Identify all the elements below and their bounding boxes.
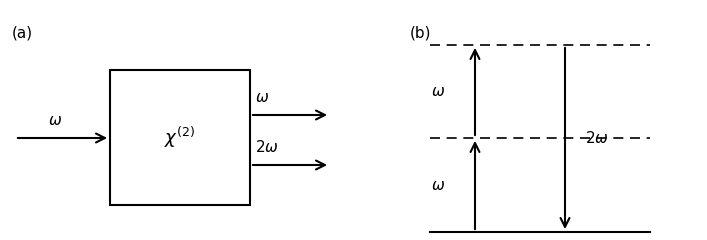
- Text: $2\omega$: $2\omega$: [585, 130, 609, 146]
- Text: $\chi^{(2)}$: $\chi^{(2)}$: [165, 125, 196, 150]
- Text: (b): (b): [410, 25, 431, 40]
- Bar: [110, 70, 250, 205]
- Text: $\omega$: $\omega$: [431, 84, 445, 99]
- Text: $\omega$: $\omega$: [255, 90, 269, 105]
- Text: $2\omega$: $2\omega$: [255, 139, 279, 155]
- Text: $\omega$: $\omega$: [431, 178, 445, 192]
- Text: (a): (a): [12, 25, 33, 40]
- Text: $\omega$: $\omega$: [48, 113, 62, 128]
